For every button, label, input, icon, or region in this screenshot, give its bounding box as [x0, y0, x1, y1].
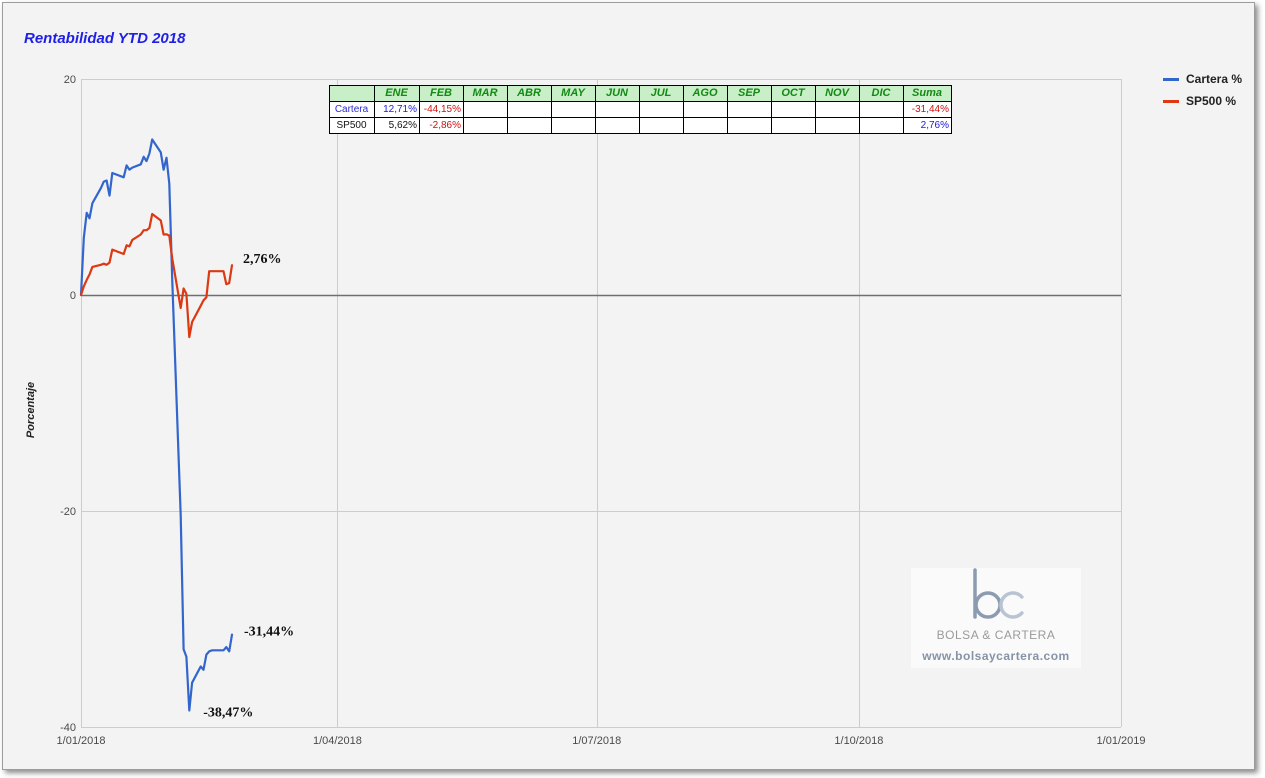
table-cell-sum: -31,44% [903, 101, 952, 118]
data-label: -31,44% [244, 625, 294, 640]
table-header-cell: Suma [903, 85, 952, 102]
table-header-cell: NOV [815, 85, 860, 102]
legend-item-cartera: Cartera % [1163, 68, 1242, 90]
x-tick-label: 1/10/2018 [834, 735, 883, 747]
table-header-row: ENE FEB MAR ABR MAY JUN JUL AGO SEP OCT … [329, 85, 952, 102]
legend-item-sp500: SP500 % [1163, 90, 1242, 112]
y-tick-label: 0 [70, 290, 76, 302]
table-cell [815, 101, 860, 118]
table-header-cell: ENE [374, 85, 420, 102]
table-header-cell: MAY [551, 85, 596, 102]
y-tick-label: -20 [60, 506, 76, 518]
watermark-graphic: BOLSA & CARTERA www.bolsaycartera.com [921, 568, 1069, 663]
watermark-brand-name: BOLSA & CARTERA [937, 628, 1056, 642]
table-cell [683, 117, 728, 134]
table-header-cell: JUL [639, 85, 684, 102]
table-cell [859, 117, 904, 134]
table-header-cell: AGO [683, 85, 728, 102]
table-cell [771, 117, 816, 134]
x-tick-label: 1/07/2018 [572, 735, 621, 747]
table-cell [463, 101, 508, 118]
y-axis-label: Porcentaje [25, 381, 37, 439]
chart-title: Rentabilidad YTD 2018 [24, 30, 186, 47]
watermark-url: www.bolsaycartera.com [921, 649, 1069, 663]
table-header-cell: SEP [727, 85, 772, 102]
table-header-cell: JUN [595, 85, 640, 102]
table-cell [595, 101, 640, 118]
series-line-sp500 [79, 212, 234, 339]
gridlines [81, 79, 1122, 728]
legend-label-sp500: SP500 % [1186, 94, 1237, 108]
table-cell: -44,15% [419, 101, 464, 118]
legend-swatch-cartera [1163, 77, 1179, 81]
row-label: Cartera [329, 101, 375, 118]
monthly-returns-table: ENE FEB MAR ABR MAY JUN JUL AGO SEP OCT … [329, 85, 952, 134]
watermark: BOLSA & CARTERA www.bolsaycartera.com [911, 568, 1081, 668]
table-cell: -2,86% [419, 117, 464, 134]
x-tick-label: 1/01/2019 [1097, 735, 1146, 747]
table-row-cartera: Cartera 12,71% -44,15% -31,44% [329, 101, 952, 118]
table-cell [551, 101, 596, 118]
table-cell [815, 117, 860, 134]
table-cell [683, 101, 728, 118]
legend-swatch-sp500 [1163, 99, 1179, 103]
table-cell [463, 117, 508, 134]
series-line-cartera [79, 138, 234, 712]
data-label: -38,47% [203, 705, 253, 720]
table-header-cell: OCT [771, 85, 816, 102]
table-cell [727, 101, 772, 118]
bc-logo [973, 568, 1024, 619]
table-header-cell: FEB [419, 85, 464, 102]
table-cell [727, 117, 772, 134]
table-cell [639, 101, 684, 118]
x-tick-label: 1/01/2018 [57, 735, 106, 747]
table-cell: 12,71% [374, 101, 420, 118]
table-header-cell: DIC [859, 85, 904, 102]
table-cell [507, 101, 552, 118]
table-cell [639, 117, 684, 134]
row-label: SP500 [329, 117, 375, 134]
y-tick-label: -40 [60, 722, 76, 734]
table-cell [771, 101, 816, 118]
table-row-sp500: SP500 5,62% -2,86% 2,76% [329, 117, 952, 134]
table-cell [507, 117, 552, 134]
x-tick-label: 1/04/2018 [313, 735, 362, 747]
y-tick-label: 20 [64, 74, 76, 86]
table-cell [859, 101, 904, 118]
table-cell-sum: 2,76% [903, 117, 952, 134]
table-cell [551, 117, 596, 134]
legend: Cartera % SP500 % [1163, 68, 1242, 112]
table-header-cell [329, 85, 375, 102]
data-label: 2,76% [243, 252, 282, 267]
legend-label-cartera: Cartera % [1186, 72, 1243, 86]
table-cell [595, 117, 640, 134]
table-header-cell: ABR [507, 85, 552, 102]
table-header-cell: MAR [463, 85, 508, 102]
table-cell: 5,62% [374, 117, 420, 134]
